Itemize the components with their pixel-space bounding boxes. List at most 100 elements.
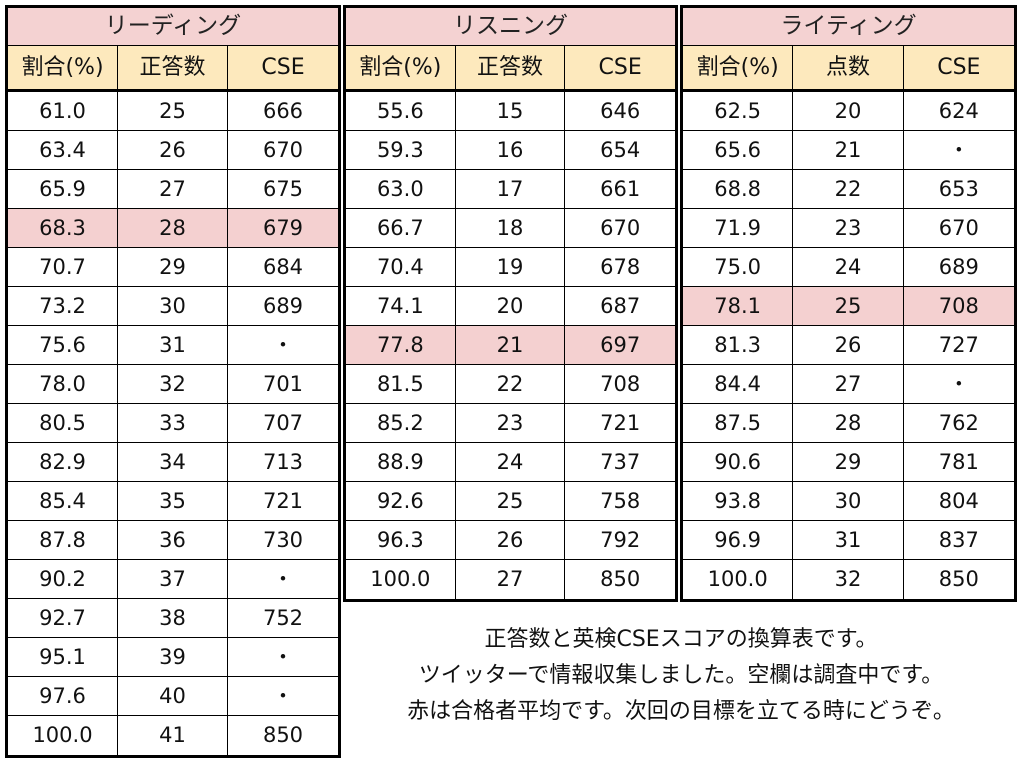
cell-cse: 730 [262, 528, 304, 552]
note-line: 赤は合格者平均です。次回の目標を立てる時にどうぞ。 [407, 699, 955, 724]
cell-score: 39 [118, 638, 228, 676]
table-row-highlighted: 78.1 25 708 [683, 287, 1014, 326]
cell-score: 37 [118, 560, 228, 598]
cell-percent: 73.2 [8, 287, 118, 325]
table-row-highlighted: 77.8 21 697 [346, 326, 675, 365]
table-row: 80.5 33 707 [8, 404, 338, 443]
column-header-row: 割合(%) 正答数 CSE [8, 46, 338, 92]
cell-cse: 666 [262, 99, 304, 123]
note-line: ツイッターで情報収集しました。空欄は調査中です。 [418, 663, 944, 688]
table-row: 96.3 26 792 [346, 521, 675, 560]
explanation-note: 正答数と英検CSEスコアの換算表です。 ツイッターで情報収集しました。空欄は調査… [343, 622, 1019, 730]
cell-cse: 708 [938, 294, 979, 318]
column-header: 割合(%) [8, 46, 118, 89]
table-row: 87.5 28 762 [683, 404, 1014, 443]
table-row: 71.9 23 670 [683, 209, 1014, 248]
table-row: 59.3 16 654 [346, 131, 675, 170]
cell-score: 32 [793, 560, 904, 599]
table-body: 55.6 15 646 59.3 16 654 63.0 17 661 66.7 18 670 70.4… [346, 92, 675, 599]
cell-cse: 850 [938, 567, 979, 591]
table-row: 85.2 23 721 [346, 404, 675, 443]
cell-score: 27 [456, 560, 566, 599]
table-row: 87.8 36 730 [8, 521, 338, 560]
cell-score: 29 [118, 248, 228, 286]
cell-score: 22 [793, 170, 904, 208]
table-row: 92.6 25 758 [346, 482, 675, 521]
table-row: 97.6 40 ・ [8, 677, 338, 716]
cell-cse: 661 [600, 177, 641, 201]
cell-percent: 55.6 [346, 92, 456, 130]
table-title: ライティング [683, 8, 1014, 46]
cell-cse: 679 [262, 216, 304, 240]
cell-cse: ・ [948, 138, 970, 162]
cell-cse: 670 [262, 138, 304, 162]
cell-percent: 68.8 [683, 170, 794, 208]
cell-percent: 90.2 [8, 560, 118, 598]
cell-percent: 75.0 [683, 248, 794, 286]
writing-score-table: ライティング 割合(%) 点数 CSE 62.5 20 624 65.6 21 ・ 68.8 22 65… [680, 5, 1017, 602]
cell-cse: 762 [938, 411, 979, 435]
table-row: 100.0 27 850 [346, 560, 675, 599]
table-row: 81.5 22 708 [346, 365, 675, 404]
cell-cse: 758 [600, 489, 641, 513]
cell-cse: 653 [938, 177, 979, 201]
cell-percent: 90.6 [683, 443, 794, 481]
table-row: 95.1 39 ・ [8, 638, 338, 677]
cell-cse: 781 [938, 450, 979, 474]
table-body: 62.5 20 624 65.6 21 ・ 68.8 22 653 71.9 23 670 75.0 24… [683, 92, 1014, 599]
cell-percent: 85.4 [8, 482, 118, 520]
table-row: 68.8 22 653 [683, 170, 1014, 209]
table-row: 90.6 29 781 [683, 443, 1014, 482]
column-header: 正答数 [456, 46, 566, 89]
column-header: CSE [598, 55, 642, 80]
table-row: 70.7 29 684 [8, 248, 338, 287]
cell-cse: 850 [600, 567, 641, 591]
note-line: 正答数と英検CSEスコアの換算表です。 [484, 627, 878, 652]
cell-score: 31 [118, 326, 228, 364]
cell-percent: 71.9 [683, 209, 794, 247]
table-title: リーディング [8, 8, 338, 46]
column-header: 点数 [793, 46, 904, 89]
cell-percent: 92.7 [8, 599, 118, 637]
table-body: 61.0 25 666 63.4 26 670 65.9 27 675 68.3 28 679 70.7… [8, 92, 338, 755]
cell-cse: 654 [600, 138, 641, 162]
cell-score: 26 [793, 326, 904, 364]
cell-score: 21 [456, 326, 566, 364]
cell-score: 21 [793, 131, 904, 169]
cell-score: 19 [456, 248, 566, 286]
cell-percent: 68.3 [8, 209, 118, 247]
table-row: 81.3 26 727 [683, 326, 1014, 365]
cell-percent: 66.7 [346, 209, 456, 247]
cell-score: 22 [456, 365, 566, 403]
cell-score: 31 [793, 521, 904, 559]
cell-score: 40 [118, 677, 228, 715]
cell-cse: 752 [262, 606, 304, 630]
table-title: リスニング [346, 8, 675, 46]
cell-score: 24 [456, 443, 566, 481]
cell-score: 30 [793, 482, 904, 520]
cell-cse: ・ [948, 372, 970, 396]
cell-percent: 78.0 [8, 365, 118, 403]
column-header-row: 割合(%) 正答数 CSE [346, 46, 675, 92]
table-row: 73.2 30 689 [8, 287, 338, 326]
cell-score: 15 [456, 92, 566, 130]
cell-cse: 727 [938, 333, 979, 357]
cell-score: 25 [118, 92, 228, 130]
cell-score: 26 [118, 131, 228, 169]
listening-score-table: リスニング 割合(%) 正答数 CSE 55.6 15 646 59.3 16 654 63.0 17… [343, 5, 678, 602]
table-row: 100.0 41 850 [8, 716, 338, 755]
cell-score: 36 [118, 521, 228, 559]
table-row: 65.6 21 ・ [683, 131, 1014, 170]
cell-score: 17 [456, 170, 566, 208]
cell-percent: 63.4 [8, 131, 118, 169]
cell-cse: 804 [938, 489, 979, 513]
column-header-row: 割合(%) 点数 CSE [683, 46, 1014, 92]
cell-cse: 624 [938, 99, 979, 123]
cell-cse: 689 [938, 255, 979, 279]
cell-percent: 100.0 [8, 716, 118, 755]
cell-cse: ・ [272, 333, 294, 357]
table-row: 62.5 20 624 [683, 92, 1014, 131]
cell-cse: 792 [600, 528, 641, 552]
cell-percent: 81.5 [346, 365, 456, 403]
cell-percent: 100.0 [346, 560, 456, 599]
